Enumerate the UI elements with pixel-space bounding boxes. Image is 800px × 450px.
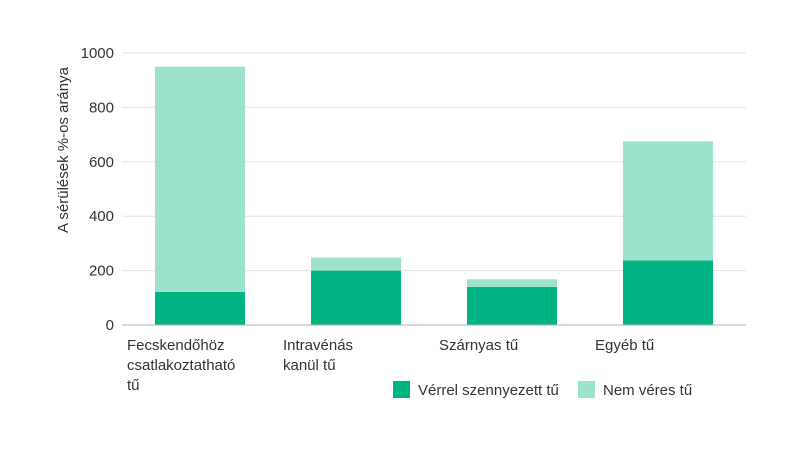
legend: Vérrel szennyezett tű Nem véres tű bbox=[393, 381, 692, 399]
bar-segment bbox=[311, 270, 401, 325]
x-category-label: tű bbox=[127, 377, 140, 394]
bar-segment bbox=[311, 257, 401, 271]
legend-label: Vérrel szennyezett tű bbox=[418, 382, 559, 399]
x-category-label: Egyéb tű bbox=[595, 337, 654, 354]
y-axis-ticks: 0 200 400 600 800 1000 bbox=[81, 45, 114, 334]
y-tick-label: 800 bbox=[89, 99, 114, 116]
legend-label: Nem véres tű bbox=[603, 382, 692, 399]
bars bbox=[155, 66, 713, 325]
y-axis-label: A sérülések %-os aránya bbox=[55, 66, 72, 233]
y-tick-label: 0 bbox=[106, 317, 114, 334]
x-category-label: kanül tű bbox=[283, 357, 336, 374]
x-axis-categories: Fecskendőhöz csatlakoztatható tű Intravénás… bbox=[127, 337, 654, 394]
legend-swatch bbox=[393, 381, 410, 398]
x-category-label: csatlakoztatható bbox=[127, 357, 235, 374]
bar-segment bbox=[623, 260, 713, 325]
x-category-label: Szárnyas tű bbox=[439, 337, 518, 354]
y-tick-label: 400 bbox=[89, 208, 114, 225]
y-tick-label: 1000 bbox=[81, 45, 114, 62]
bar-segment bbox=[623, 141, 713, 261]
bar-segment bbox=[155, 66, 245, 292]
x-category-label: Fecskendőhöz bbox=[127, 337, 225, 354]
x-category-label: Intravénás bbox=[283, 337, 353, 354]
bar-segment bbox=[155, 291, 245, 325]
bar-segment bbox=[467, 286, 557, 325]
y-tick-label: 200 bbox=[89, 263, 114, 280]
y-tick-label: 600 bbox=[89, 154, 114, 171]
bar-segment bbox=[467, 279, 557, 287]
legend-swatch bbox=[578, 381, 595, 398]
